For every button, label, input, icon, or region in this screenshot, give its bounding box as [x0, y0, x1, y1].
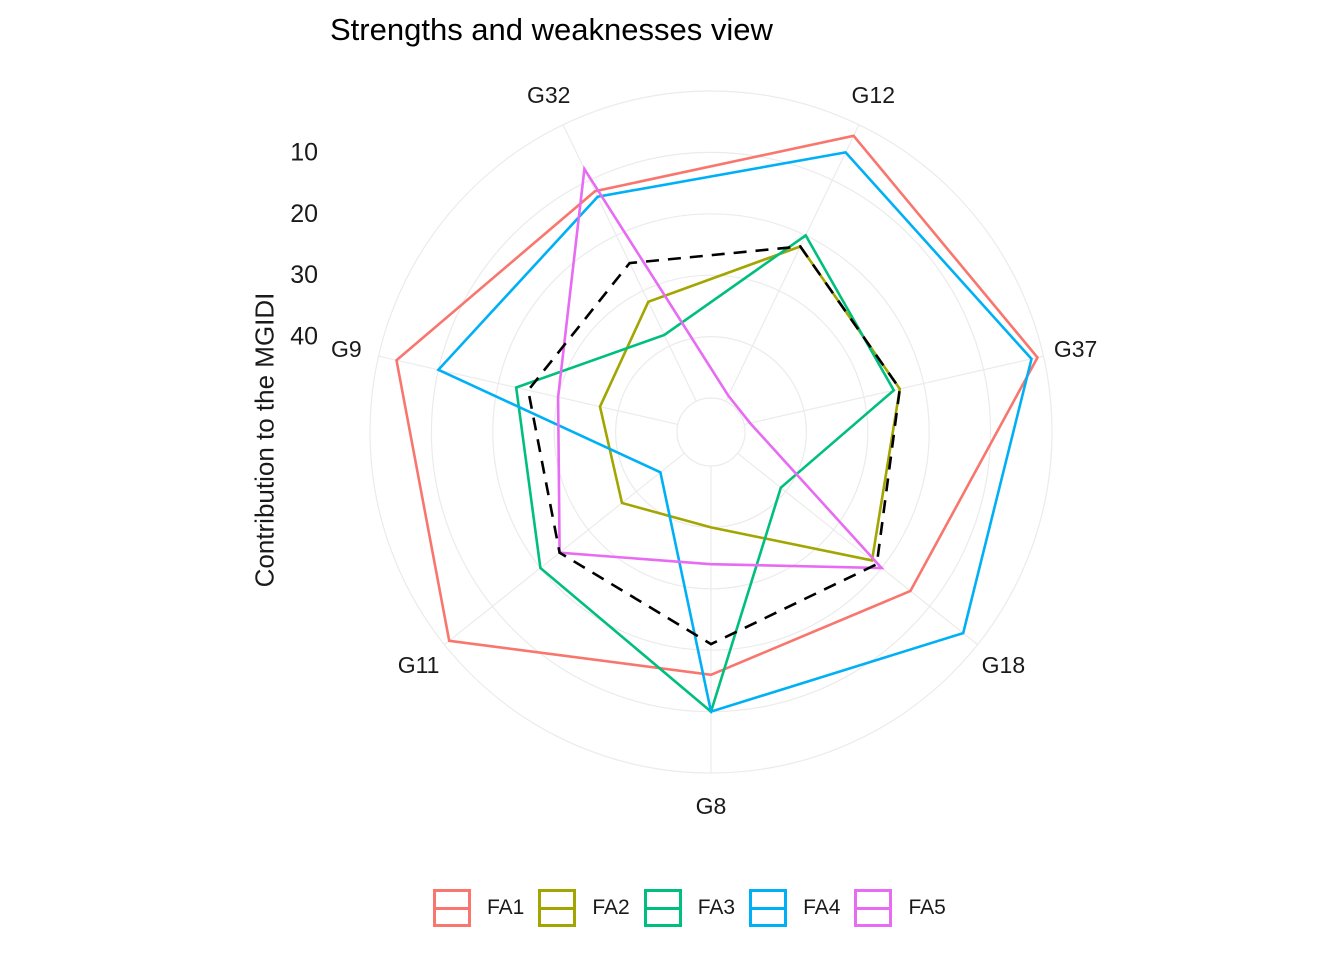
legend-label: FA4 [803, 896, 841, 919]
legend-item-fa2: FA2 [538, 889, 630, 927]
legend-key-swatch [433, 889, 471, 927]
legend-key-swatch [643, 889, 682, 927]
chart-title: Strengths and weaknesses view [330, 12, 773, 47]
legend-label: FA1 [487, 896, 525, 919]
radial-tick-labels: 10 20 30 40 [290, 138, 318, 350]
grid-circle [676, 397, 746, 467]
radial-tick-label: 20 [290, 200, 318, 228]
category-label-g9: G9 [331, 336, 362, 362]
legend: FA1 FA2 FA3 FA4 FA5 [433, 886, 960, 930]
series-fa5 [556, 165, 885, 570]
spoke-g9 [378, 355, 678, 426]
category-label-g37: G37 [1054, 336, 1097, 362]
category-label-g8: G8 [696, 793, 727, 819]
legend-key-swatch [854, 889, 893, 927]
y-axis-label: Contribution to the MGIDI [249, 292, 280, 588]
spoke-g12 [725, 124, 860, 402]
category-label-g11: G11 [398, 652, 440, 678]
legend-item-fa1: FA1 [433, 889, 524, 927]
category-label-g18: G18 [982, 652, 1025, 678]
spoke-g18 [737, 452, 978, 646]
series-fa3 [514, 233, 896, 714]
series-lines [395, 134, 1040, 714]
radial-tick-label: 30 [290, 261, 318, 289]
legend-item-fa5: FA5 [854, 889, 946, 927]
legend-key-swatch [538, 889, 577, 927]
category-label-g32: G32 [527, 82, 570, 108]
legend-label: FA5 [908, 896, 946, 919]
spoke-g11 [444, 452, 685, 646]
legend-label: FA3 [697, 896, 736, 919]
series-mean-dashed [526, 245, 902, 646]
legend-label: FA2 [592, 896, 630, 919]
radial-tick-label: 40 [290, 323, 318, 351]
category-label-g12: G12 [852, 82, 895, 108]
series-fa4 [436, 150, 1033, 714]
radial-tick-label: 10 [290, 138, 318, 166]
legend-item-fa4: FA4 [749, 889, 840, 927]
legend-key-swatch [749, 889, 788, 927]
series-fa1 [395, 134, 1040, 677]
legend-item-fa3: FA3 [643, 889, 736, 927]
category-labels: G12 G37 G18 G8 G11 G9 G32 [331, 82, 1097, 819]
